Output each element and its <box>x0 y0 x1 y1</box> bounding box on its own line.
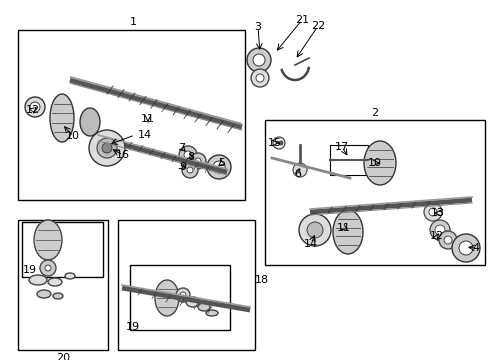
Circle shape <box>89 130 125 166</box>
Text: 20: 20 <box>56 353 70 360</box>
Circle shape <box>428 208 436 216</box>
Text: 10: 10 <box>367 158 381 168</box>
Circle shape <box>292 163 306 177</box>
Text: 13: 13 <box>430 208 444 218</box>
Text: 10: 10 <box>66 131 80 141</box>
Text: 6: 6 <box>294 169 301 179</box>
Bar <box>18 30 244 200</box>
Ellipse shape <box>155 280 179 316</box>
Text: 9: 9 <box>179 162 186 172</box>
Circle shape <box>434 225 444 235</box>
Text: 12: 12 <box>26 105 40 115</box>
Circle shape <box>182 162 198 178</box>
Text: 2: 2 <box>371 108 378 118</box>
Text: 16: 16 <box>116 150 130 160</box>
Circle shape <box>195 158 201 164</box>
Text: 17: 17 <box>334 142 348 152</box>
Text: 12: 12 <box>429 231 443 241</box>
Ellipse shape <box>37 290 51 298</box>
Circle shape <box>458 241 472 255</box>
Text: 14: 14 <box>138 130 152 140</box>
Text: 7: 7 <box>178 143 185 153</box>
Ellipse shape <box>198 303 209 311</box>
Circle shape <box>252 54 264 66</box>
Circle shape <box>30 102 40 112</box>
Text: 11: 11 <box>336 223 350 233</box>
Bar <box>329 145 367 175</box>
Circle shape <box>40 260 56 276</box>
Text: 19: 19 <box>23 265 37 275</box>
Ellipse shape <box>332 210 362 254</box>
Text: 11: 11 <box>141 114 155 124</box>
Circle shape <box>246 48 270 72</box>
Text: 8: 8 <box>187 152 194 162</box>
Text: 15: 15 <box>267 138 282 148</box>
Circle shape <box>176 288 190 302</box>
Circle shape <box>298 214 330 246</box>
Circle shape <box>429 220 449 240</box>
Text: 18: 18 <box>254 275 268 285</box>
Ellipse shape <box>65 273 75 279</box>
Text: 22: 22 <box>310 21 325 31</box>
Text: 19: 19 <box>126 322 140 332</box>
Ellipse shape <box>80 108 100 136</box>
Text: 14: 14 <box>304 239 317 249</box>
Circle shape <box>25 97 45 117</box>
Bar <box>22 222 103 277</box>
Circle shape <box>256 74 264 82</box>
Circle shape <box>213 161 224 173</box>
Ellipse shape <box>48 278 62 286</box>
Circle shape <box>451 234 479 262</box>
Ellipse shape <box>185 297 200 307</box>
Bar <box>130 265 229 330</box>
Bar <box>118 220 254 350</box>
Text: 5: 5 <box>218 158 225 168</box>
Ellipse shape <box>53 293 63 299</box>
Circle shape <box>186 167 193 173</box>
Circle shape <box>183 151 192 159</box>
Ellipse shape <box>29 275 47 285</box>
Circle shape <box>306 222 323 238</box>
Ellipse shape <box>205 310 218 316</box>
Bar <box>264 120 484 265</box>
Ellipse shape <box>34 220 62 260</box>
Text: 3: 3 <box>254 22 261 32</box>
Circle shape <box>179 146 197 164</box>
Circle shape <box>102 143 112 153</box>
Circle shape <box>423 203 441 221</box>
Circle shape <box>206 155 230 179</box>
Text: 1: 1 <box>129 17 136 27</box>
Circle shape <box>279 141 283 145</box>
Text: 4: 4 <box>471 243 479 253</box>
Circle shape <box>250 69 268 87</box>
Text: 21: 21 <box>294 15 308 25</box>
Circle shape <box>443 236 451 244</box>
Circle shape <box>97 138 117 158</box>
Circle shape <box>45 265 51 271</box>
Circle shape <box>272 137 285 149</box>
Bar <box>18 220 108 350</box>
Circle shape <box>190 153 205 169</box>
Ellipse shape <box>50 94 74 142</box>
Circle shape <box>438 231 456 249</box>
Ellipse shape <box>363 141 395 185</box>
Circle shape <box>180 292 185 298</box>
